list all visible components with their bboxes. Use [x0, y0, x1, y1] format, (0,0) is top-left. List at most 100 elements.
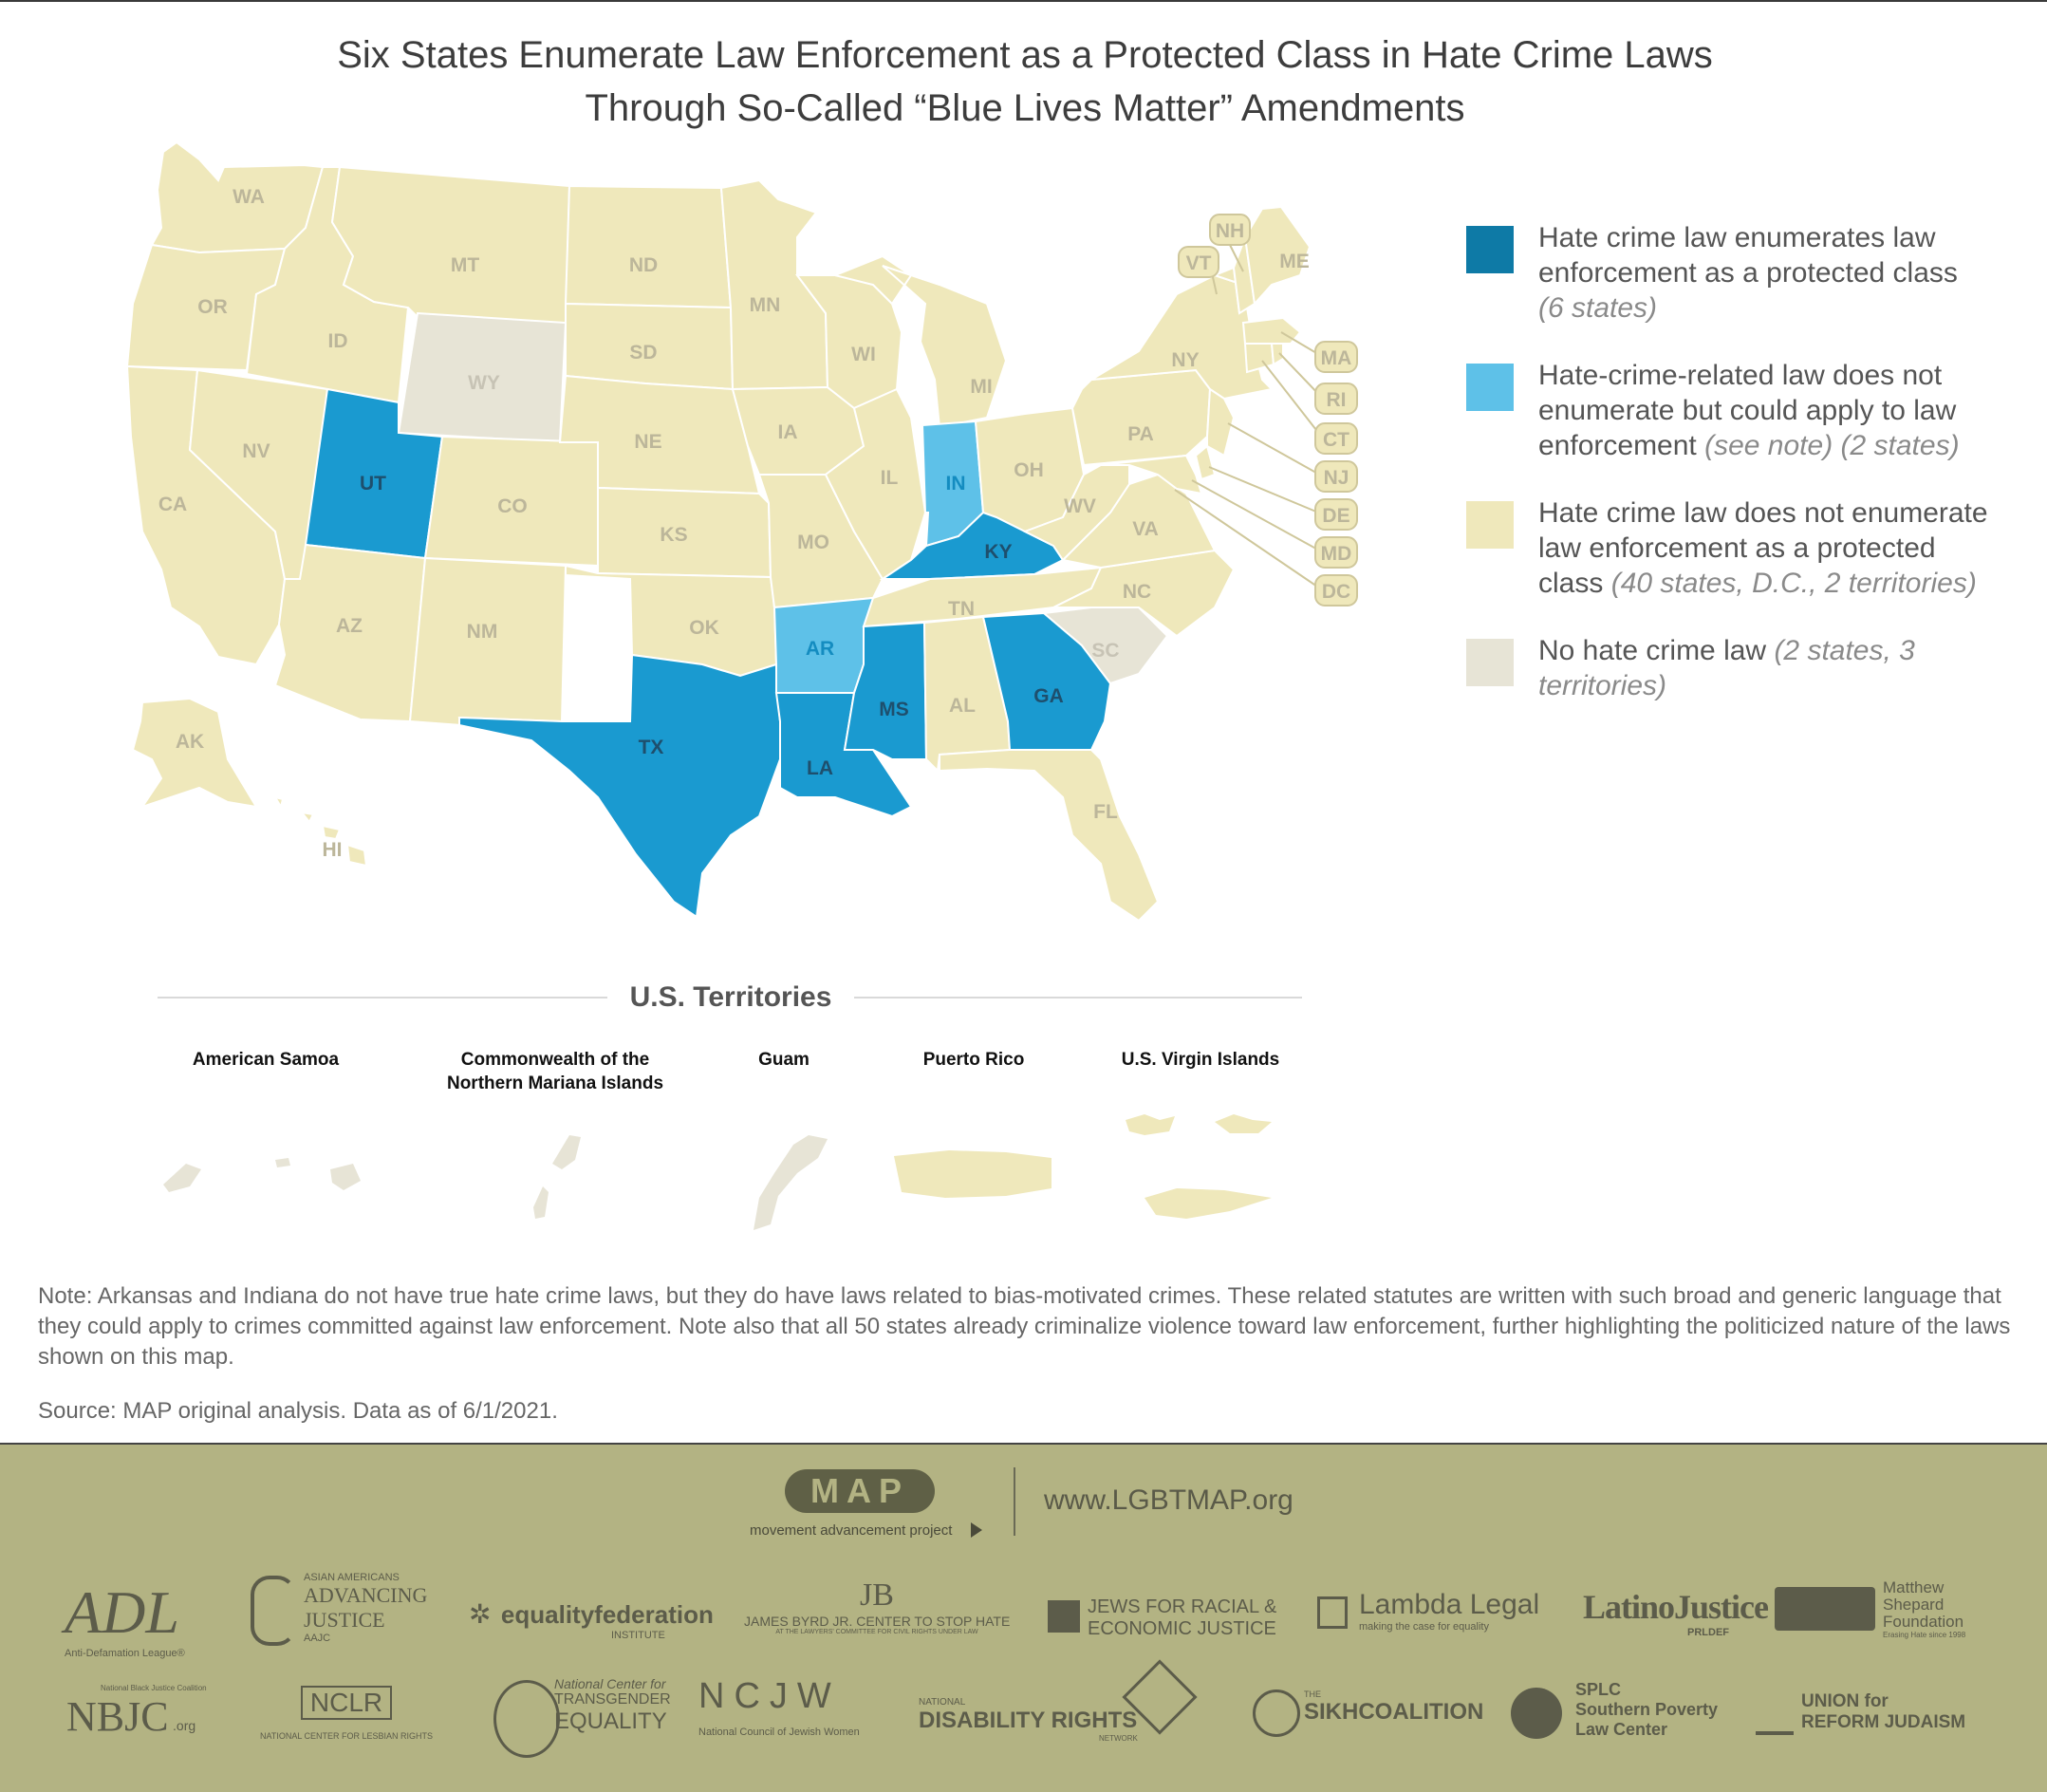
legend-text-could-apply: Hate-crime-related law does not enumerat… — [1538, 360, 1957, 461]
label-ia: IA — [778, 421, 798, 443]
leader-ct — [1261, 360, 1324, 439]
label-ca: CA — [158, 494, 187, 515]
org-ncte-top: National Center for — [554, 1676, 666, 1691]
org-lambda-name: Lambda Legal — [1359, 1589, 1540, 1620]
state-nj[interactable] — [1206, 387, 1236, 457]
org-nclr-logo[interactable]: NCLR NATIONAL CENTER FOR LESBIAN RIGHTS — [256, 1686, 437, 1741]
state-nc[interactable] — [1052, 549, 1236, 638]
org-msf-line1: Matthew — [1883, 1578, 1945, 1596]
org-james-byrd-logo[interactable]: JB JAMES BYRD JR. CENTER TO STOP HATE AT… — [744, 1577, 1010, 1635]
org-nbjc-logo[interactable]: National Black Justice Coalition NBJC .o… — [66, 1684, 207, 1741]
state-md[interactable] — [1100, 454, 1203, 495]
state-ri[interactable] — [1270, 343, 1284, 366]
legend-count-enumerates: (6 states) — [1538, 292, 1658, 324]
play-triangle-icon — [971, 1522, 982, 1538]
label-ms: MS — [879, 699, 909, 720]
label-ak: AK — [176, 731, 204, 753]
label-wv: WV — [1064, 495, 1096, 517]
org-matthew-shepard-logo[interactable]: Matthew Shepard Foundation Erasing Hate … — [1775, 1579, 1965, 1639]
org-latino-name: LatinoJustice — [1583, 1588, 1769, 1626]
state-nd[interactable] — [564, 184, 733, 309]
label-ny: NY — [1171, 349, 1199, 371]
state-de[interactable] — [1194, 444, 1217, 481]
website-link[interactable]: www.LGBTMAP.org — [1044, 1484, 1293, 1516]
territories-heading: U.S. Territories — [607, 981, 854, 1014]
org-splc-line3: Law Center — [1575, 1720, 1668, 1739]
pill-vt[interactable] — [1178, 246, 1219, 278]
org-equality-federation-logo[interactable]: ✲ equalityfederation INSTITUTE — [469, 1598, 714, 1641]
footer-divider — [1014, 1467, 1015, 1536]
org-jbyrd-name: JAMES BYRD JR. CENTER TO STOP HATE — [744, 1614, 1011, 1629]
label-nd: ND — [629, 254, 658, 276]
pill-nh[interactable] — [1209, 214, 1251, 246]
org-ndrn-sub: NETWORK — [1099, 1734, 1138, 1743]
org-adl-logo[interactable]: ADL Anti-Defamation League® — [65, 1577, 185, 1659]
jfrej-square-icon — [1048, 1600, 1080, 1633]
pill-md[interactable] — [1314, 536, 1358, 569]
org-nbjc-name: NBJC — [66, 1693, 169, 1740]
org-urj-logo[interactable]: UNION for REFORM JUDAISM — [1756, 1691, 1965, 1735]
pill-dc[interactable] — [1314, 574, 1358, 607]
label-ar: AR — [806, 638, 834, 660]
org-lambda-legal-logo[interactable]: Lambda Legal making the case for equalit… — [1317, 1589, 1539, 1633]
state-fl[interactable] — [939, 749, 1160, 923]
territory-puerto-rico-shape[interactable] — [894, 1150, 1051, 1198]
org-ncjw-logo[interactable]: NCJW National Council of Jewish Women — [698, 1676, 860, 1738]
label-in: IN — [946, 473, 966, 495]
label-al: AL — [949, 695, 976, 717]
state-wv[interactable] — [1022, 464, 1130, 562]
org-aaj-top: ASIAN AMERICANS — [304, 1572, 400, 1583]
org-nclr-sub: NATIONAL CENTER FOR LESBIAN RIGHTS — [259, 1731, 434, 1741]
org-splc-logo[interactable]: SPLC Southern Poverty Law Center — [1511, 1680, 1718, 1740]
org-ncte-mid: TRANSGENDER — [554, 1691, 671, 1708]
legend-text-does-not-enumerate: Hate crime law does not enumerate law en… — [1538, 497, 1988, 599]
org-jfrej-line2: ECONOMIC JUSTICE — [1088, 1618, 1276, 1639]
label-hi: HI — [323, 839, 343, 861]
state-me[interactable] — [1243, 205, 1312, 307]
scales-icon — [1511, 1688, 1562, 1739]
label-va: VA — [1132, 518, 1159, 540]
star-icon: ✲ — [469, 1599, 492, 1629]
pill-ma[interactable] — [1314, 341, 1358, 373]
label-dc: DC — [1322, 581, 1350, 603]
territory-american-samoa-shape[interactable] — [163, 1158, 361, 1192]
map-logo[interactable]: MAP — [785, 1469, 935, 1513]
pill-nj[interactable] — [1314, 460, 1358, 493]
org-latinojustice-logo[interactable]: LatinoJustice PRLDEF — [1583, 1587, 1769, 1638]
legend-item-does-not-enumerate: Hate crime law does not enumerate law en… — [1466, 495, 1998, 601]
territory-label-cnmi-line2: Northern Mariana Islands — [446, 1073, 664, 1093]
state-ak[interactable] — [131, 697, 258, 809]
label-mo: MO — [797, 532, 829, 553]
territory-usvi-shape[interactable] — [1126, 1114, 1272, 1219]
org-ncte-logo[interactable]: National Center for TRANSGENDER EQUALITY — [493, 1676, 671, 1758]
pill-ri[interactable] — [1314, 383, 1358, 415]
org-sikh-coalition-logo[interactable]: THE SIKHCOALITION — [1253, 1689, 1483, 1737]
state-hi[interactable] — [272, 795, 368, 868]
label-vt: VT — [1186, 252, 1212, 274]
territory-cnmi-shape[interactable] — [533, 1135, 581, 1219]
state-ct[interactable] — [1243, 343, 1275, 374]
org-nbjc-top: National Black Justice Coalition — [101, 1684, 207, 1692]
org-aaj-logo[interactable]: ASIAN AMERICANS ADVANCING JUSTICE AAJC — [245, 1572, 427, 1646]
page-title: Six States Enumerate Law Enforcement as … — [190, 28, 1860, 135]
label-ok: OK — [689, 617, 719, 639]
legend-swatch-could-apply — [1466, 364, 1514, 411]
label-oh: OH — [1014, 459, 1044, 481]
legend-item-enumerates: Hate crime law enumerates law enforcemen… — [1466, 220, 1998, 326]
label-ma: MA — [1321, 347, 1352, 369]
label-nj: NJ — [1324, 467, 1349, 489]
org-msf-sub: Erasing Hate since 1998 — [1883, 1631, 1966, 1639]
label-mn: MN — [750, 294, 781, 316]
state-tx[interactable] — [458, 653, 781, 919]
state-ma[interactable] — [1241, 316, 1302, 345]
org-msf-line2: Shepard — [1883, 1596, 1945, 1614]
state-pa[interactable] — [1070, 368, 1212, 467]
org-ndrn-logo[interactable]: NATIONAL DISABILITY RIGHTS NETWORK — [919, 1659, 1198, 1743]
legend-label-could-apply: Hate-crime-related law does not enumerat… — [1538, 358, 1998, 463]
pill-de[interactable] — [1314, 498, 1358, 531]
org-jfrej-logo[interactable]: JEWS FOR RACIAL & ECONOMIC JUSTICE — [1048, 1596, 1276, 1640]
territory-guam-shape[interactable] — [754, 1135, 828, 1230]
org-ndrn-top: NATIONAL — [919, 1697, 966, 1708]
pill-ct[interactable] — [1314, 422, 1358, 455]
